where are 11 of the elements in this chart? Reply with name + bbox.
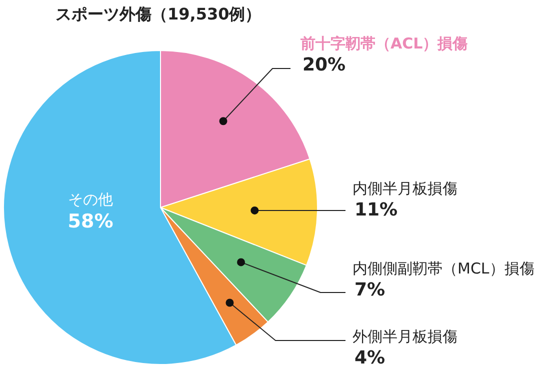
data-label: 4%: [354, 348, 386, 368]
data-label: 58%: [68, 210, 114, 232]
chart-title: スポーツ外傷（19,530例）: [56, 4, 262, 24]
data-label: 20%: [302, 54, 346, 76]
data-label: 7%: [354, 280, 386, 300]
slice-label: 内側側副靭帯（MCL）損傷: [352, 260, 534, 278]
slice-label: その他: [68, 190, 113, 208]
slice-label: 外側半月板損傷: [352, 328, 458, 346]
data-label: 11%: [354, 200, 398, 220]
slice-label: 内側半月板損傷: [352, 180, 458, 198]
slice-label: 前十字靭帯（ACL）損傷: [300, 34, 468, 52]
